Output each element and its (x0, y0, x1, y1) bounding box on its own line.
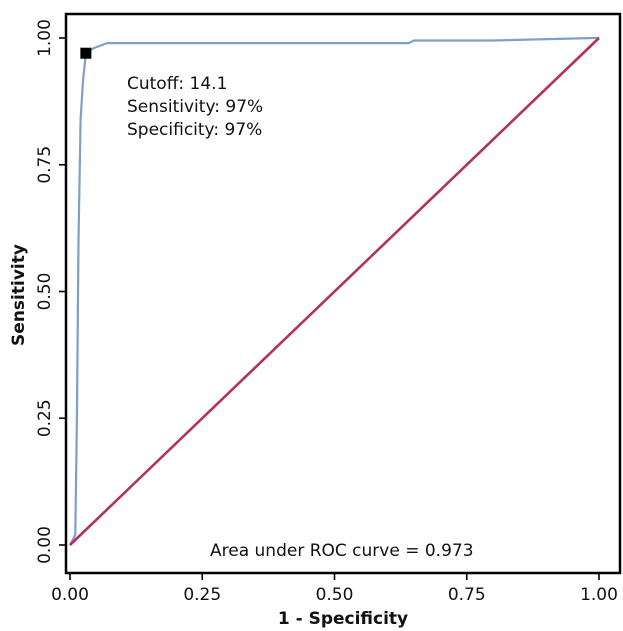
x-tick-label: 0.25 (183, 585, 221, 605)
y-tick-label: 0.75 (35, 146, 55, 184)
annotation-specificity: Specificity: 97% (127, 120, 262, 140)
y-tick-label: 0.50 (35, 273, 55, 311)
series-layer (69, 36, 600, 546)
reference-diagonal-line (69, 37, 600, 546)
x-tick-label: 0.50 (316, 585, 354, 605)
x-tick-label: 1.00 (580, 585, 618, 605)
y-tick-label: 0.00 (35, 526, 55, 564)
annotation-auc: Area under ROC curve = 0.973 (210, 541, 474, 561)
annotation-cutoff: Cutoff: 14.1 (127, 74, 227, 94)
cutoff-marker (80, 47, 92, 59)
roc-curve-line (69, 36, 599, 546)
x-tick-label: 0.00 (51, 585, 89, 605)
annotation-sensitivity: Sensitivity: 97% (127, 97, 263, 117)
x-axis-title: 1 - Specificity (278, 609, 408, 629)
y-axis-title: Sensitivity (9, 244, 29, 346)
x-tick-label: 0.75 (448, 585, 486, 605)
y-tick-label: 0.25 (35, 399, 55, 437)
ticks-layer: 0.00 0.25 0.50 0.75 1.00 0.00 0.25 0.50 0.75 1.00 (35, 19, 618, 605)
y-tick-label: 1.00 (35, 19, 55, 57)
